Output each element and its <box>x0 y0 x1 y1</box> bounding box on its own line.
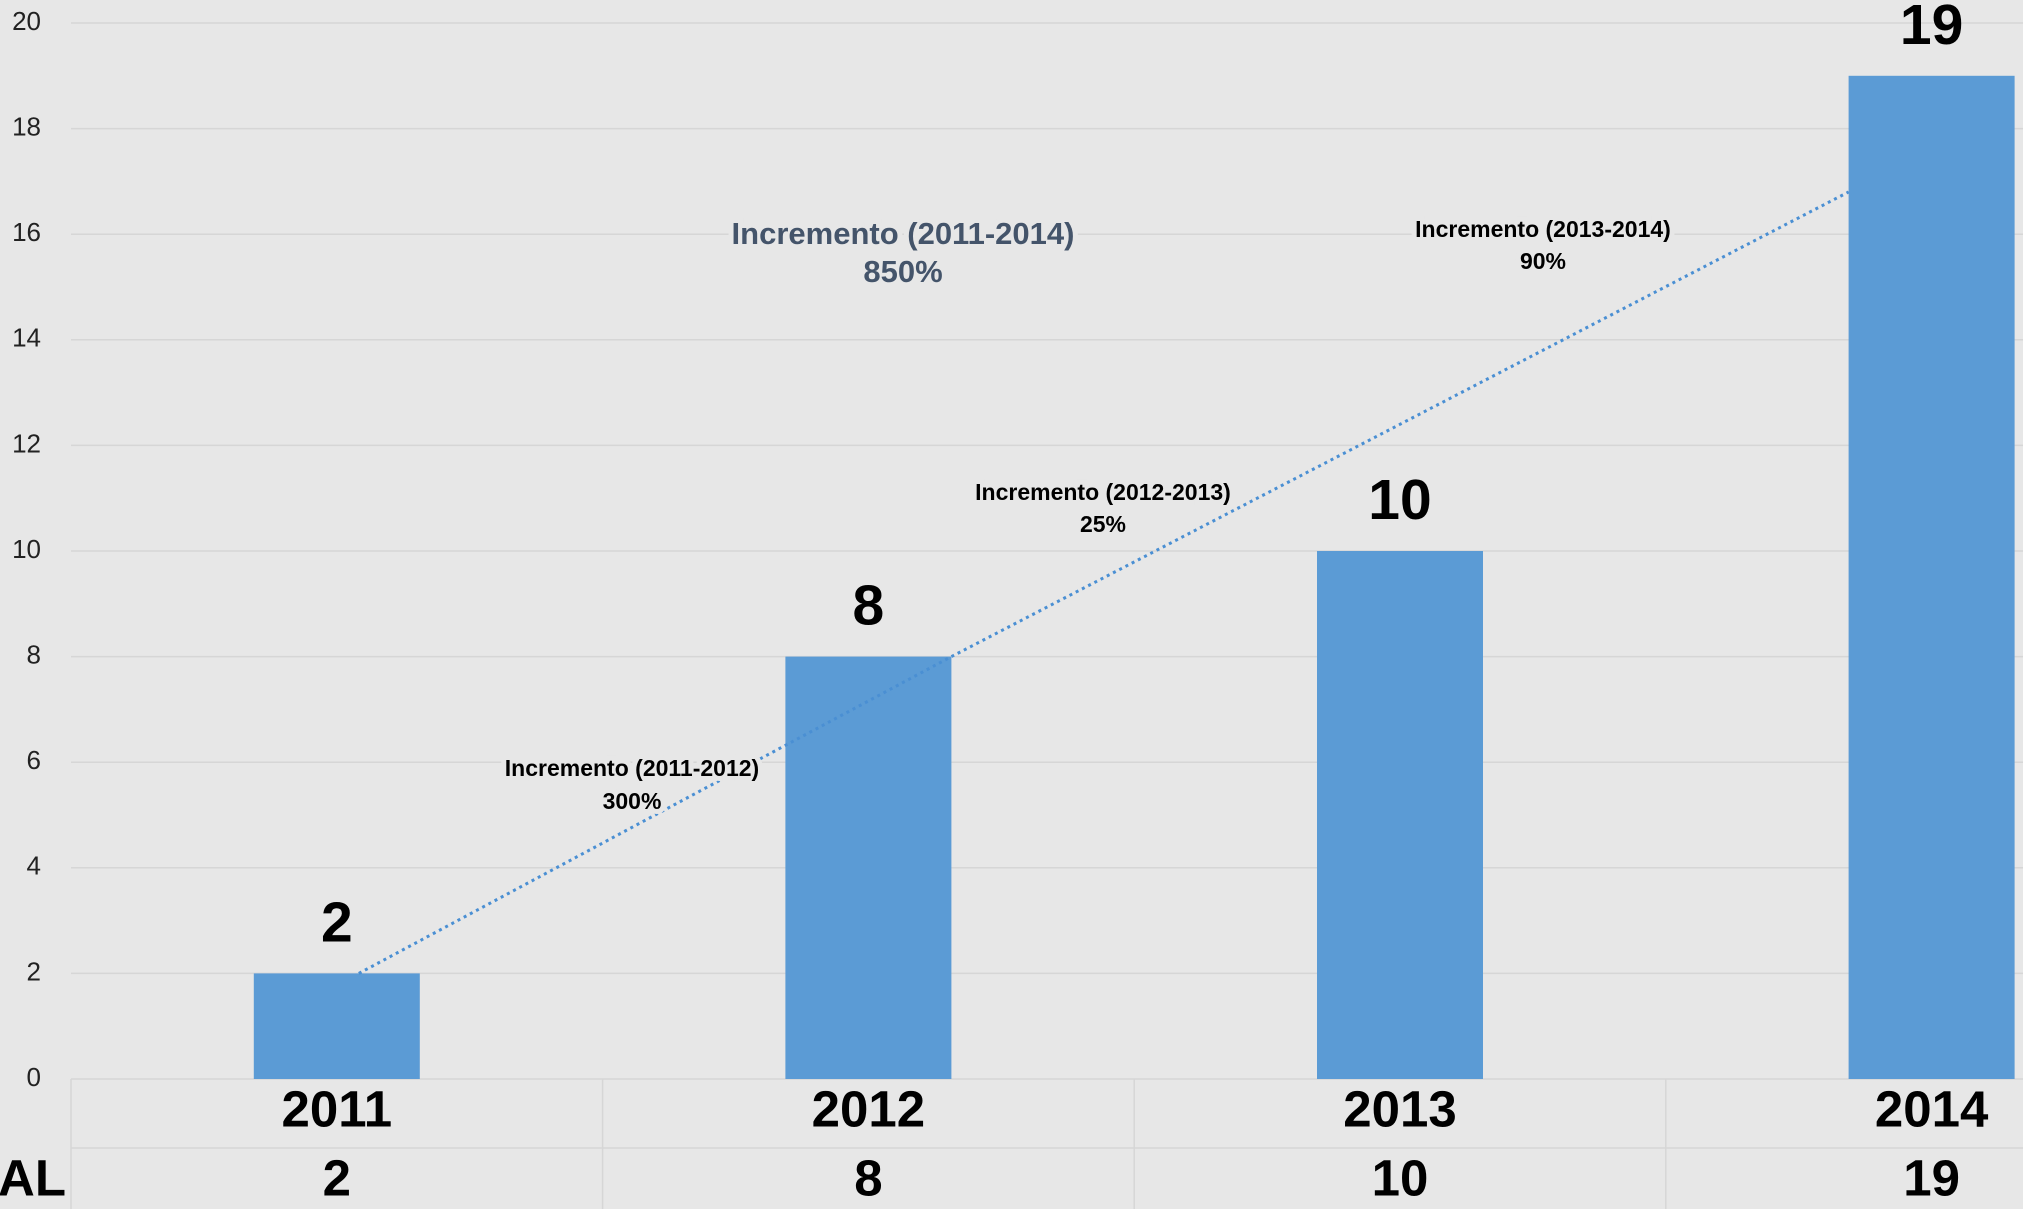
y-tick-label: 6 <box>27 745 41 775</box>
y-tick-label: 20 <box>12 6 41 36</box>
bar <box>1848 75 2015 1080</box>
table-row-label: AL <box>0 1149 66 1206</box>
y-tick-label: 12 <box>12 428 41 458</box>
bar <box>1317 551 1483 1079</box>
annotation: Incremento (2011-2012) <box>505 755 759 781</box>
annotation: 90% <box>1520 248 1566 274</box>
bar <box>785 656 952 1079</box>
x-tick-label: 2014 <box>1875 1080 1989 1137</box>
y-tick-label: 16 <box>12 217 41 247</box>
table-value: 2 <box>323 1149 351 1206</box>
data-label: 19 <box>1900 0 1963 57</box>
data-label: 10 <box>1368 468 1431 532</box>
annotation: 25% <box>1080 511 1126 537</box>
y-tick-label: 14 <box>12 323 41 353</box>
bar <box>253 973 420 1079</box>
data-label: 8 <box>853 574 885 638</box>
x-tick-label: 2011 <box>281 1080 392 1137</box>
y-tick-label: 0 <box>27 1062 41 1092</box>
y-tick-label: 18 <box>12 111 41 141</box>
trend-line <box>358 190 1850 975</box>
x-tick-label: 2012 <box>812 1080 925 1137</box>
y-tick-label: 10 <box>12 534 41 564</box>
table-value: 10 <box>1372 1149 1429 1206</box>
y-tick-label: 2 <box>27 956 41 986</box>
table-value: 8 <box>854 1149 882 1206</box>
table-value: 19 <box>1903 1149 1960 1206</box>
annotation: 850% <box>863 254 942 289</box>
annotation: Incremento (2012-2013) <box>975 479 1231 505</box>
y-tick-label: 4 <box>27 851 41 881</box>
annotation: Incremento (2013-2014) <box>1415 216 1671 242</box>
annotation: 300% <box>603 788 662 814</box>
y-tick-label: 8 <box>27 639 41 669</box>
data-label: 2 <box>321 890 353 954</box>
x-tick-label: 2013 <box>1343 1080 1456 1137</box>
annotation: Incremento (2011-2014) <box>732 216 1075 251</box>
